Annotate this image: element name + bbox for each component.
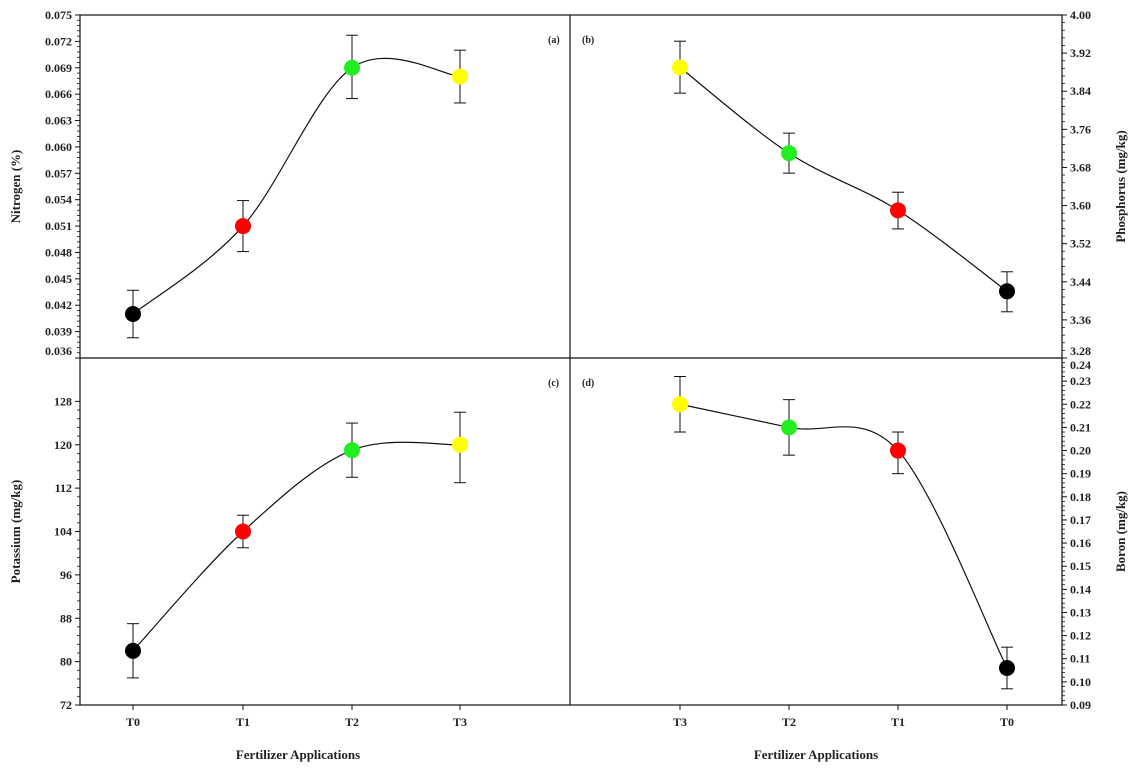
x-tick-label: T3 — [673, 715, 687, 729]
panel-a: 0.036 0.039 0.042 0.045 0.048 0.051 0.054 0.057… — [8, 8, 560, 359]
y-tick-label: 0.22 — [1070, 397, 1091, 411]
x-tick-label: T2 — [345, 715, 359, 729]
x-tick-label: T2 — [782, 715, 796, 729]
y-tick-label: 3.44 — [1070, 275, 1091, 289]
y-tick-label: 0.054 — [45, 193, 72, 207]
y-tick-label: 3.60 — [1070, 199, 1091, 213]
data-point-T1 — [890, 202, 906, 219]
y-tick-label: 0.066 — [45, 87, 72, 101]
panel-label: (c) — [548, 378, 559, 389]
x-axis-label: Fertilizer Applications — [754, 747, 878, 762]
panel-c: 72 80 88 96 104 112 120 128 Potassium (mg/kg) (c)… — [8, 378, 559, 762]
y-tick-label: 0.20 — [1070, 444, 1091, 458]
y-tick-label: 0.042 — [45, 298, 72, 312]
x-tick-label: T3 — [453, 715, 467, 729]
y-tick-label: 3.52 — [1070, 237, 1091, 251]
y-tick-label: 0.17 — [1070, 513, 1091, 527]
series-line — [132, 441, 461, 652]
data-point-T0 — [999, 659, 1015, 676]
data-point-T3 — [672, 396, 688, 413]
y-tick-label: 0.039 — [45, 325, 72, 339]
y-tick-label: 4.00 — [1070, 8, 1091, 22]
y-tick-label: 3.36 — [1070, 313, 1091, 327]
y-tick-label: 3.84 — [1070, 84, 1091, 98]
panel-b: 3.28 3.36 3.44 3.52 3.60 3.68 3.76 3.84 3.92 4.00… — [582, 8, 1128, 359]
y-tick-label: 104 — [54, 525, 72, 539]
panel-label: (d) — [582, 378, 594, 389]
data-point-T3 — [452, 68, 468, 85]
y-tick-label: 3.68 — [1070, 160, 1091, 174]
y-tick-label: 0.051 — [45, 219, 72, 233]
y-tick-label: 80 — [60, 655, 72, 669]
y-tick-label: 0.14 — [1070, 582, 1091, 596]
y-tick-label: 3.76 — [1070, 122, 1091, 136]
y-tick-label: 0.09 — [1070, 698, 1091, 712]
data-point-T1 — [235, 218, 251, 235]
data-point-T0 — [125, 306, 141, 323]
y-tick-label: 72 — [60, 698, 72, 712]
y-tick-label: 0.24 — [1070, 358, 1091, 372]
y-tick-label: 0.036 — [45, 344, 72, 358]
data-point-T1 — [890, 442, 906, 459]
x-tick-label: T1 — [891, 715, 905, 729]
series-line — [132, 57, 461, 315]
y-tick-label: 3.92 — [1070, 46, 1091, 60]
data-point-T2 — [781, 145, 797, 162]
y-tick-label: 0.069 — [45, 61, 72, 75]
y-axis-label: Boron (mg/kg) — [1113, 491, 1128, 572]
y-tick-label: 0.10 — [1070, 675, 1091, 689]
y-tick-label: 0.045 — [45, 272, 72, 286]
data-point-T2 — [781, 419, 797, 436]
y-tick-label: 88 — [60, 611, 72, 625]
y-tick-label: 0.23 — [1070, 374, 1091, 388]
series-line — [679, 403, 1008, 669]
data-point-T2 — [344, 59, 360, 76]
y-tick-label: 112 — [55, 481, 72, 495]
data-point-T0 — [125, 642, 141, 659]
data-point-T2 — [344, 442, 360, 459]
panel-label: (b) — [582, 35, 594, 46]
series-line — [679, 66, 1008, 292]
panel-label: (a) — [548, 35, 560, 46]
plot-frame — [79, 14, 1063, 706]
y-tick-label: 0.16 — [1070, 536, 1091, 550]
y-tick-label: 3.28 — [1070, 344, 1091, 358]
y-tick-label: 0.075 — [45, 8, 72, 22]
y-axis-label: Phosphorus (mg/kg) — [1113, 130, 1128, 242]
y-tick-label: 0.072 — [45, 34, 72, 48]
y-tick-label: 0.063 — [45, 114, 72, 128]
y-axis-label: Potassium (mg/kg) — [8, 480, 23, 584]
y-tick-label: 0.21 — [1070, 420, 1091, 434]
y-tick-label: 0.11 — [1070, 652, 1090, 666]
data-point-T3 — [452, 436, 468, 453]
x-axis-label: Fertilizer Applications — [236, 747, 360, 762]
x-tick-label: T0 — [1000, 715, 1014, 729]
y-tick-label: 128 — [54, 394, 72, 408]
panel-d: 0.09 0.10 0.11 0.12 0.13 0.14 0.15 0.16 0.17 0.18… — [582, 357, 1128, 762]
y-tick-label: 96 — [60, 568, 72, 582]
y-tick-label: 0.18 — [1070, 490, 1091, 504]
x-tick-label: T0 — [126, 715, 140, 729]
y-tick-label: 120 — [54, 438, 72, 452]
y-axis-label: Nitrogen (%) — [8, 150, 23, 224]
data-point-T1 — [235, 523, 251, 540]
y-tick-label: 0.12 — [1070, 629, 1091, 643]
y-tick-label: 0.15 — [1070, 559, 1091, 573]
x-tick-label: T1 — [236, 715, 250, 729]
y-tick-label: 0.048 — [45, 245, 72, 259]
y-tick-label: 0.19 — [1070, 467, 1091, 481]
data-point-T0 — [999, 283, 1015, 300]
y-tick-label: 0.060 — [45, 140, 72, 154]
y-tick-label: 0.13 — [1070, 605, 1091, 619]
data-point-T3 — [672, 59, 688, 76]
y-tick-label: 0.057 — [45, 166, 72, 180]
